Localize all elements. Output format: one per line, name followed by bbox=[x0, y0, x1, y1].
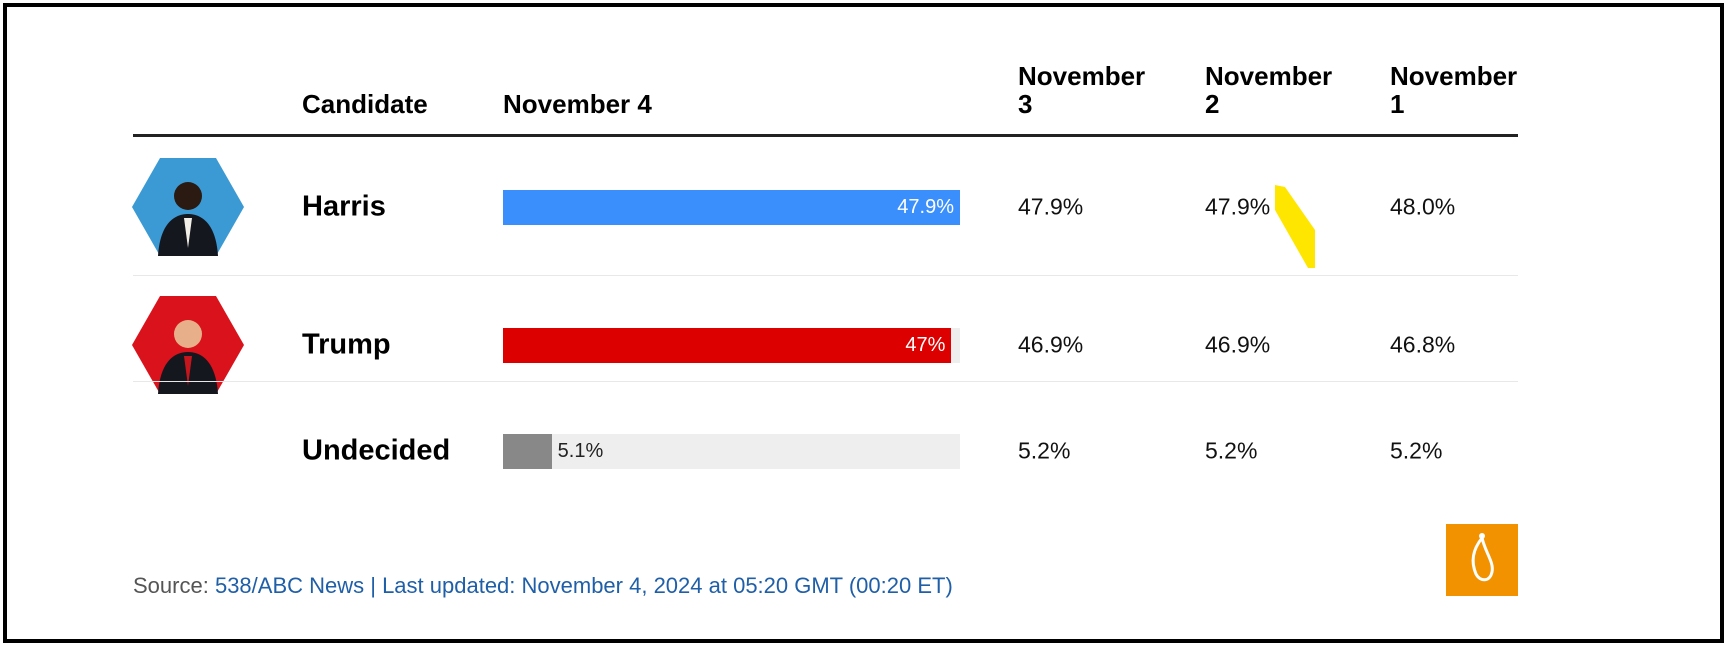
bar-label: 47.9% bbox=[897, 196, 954, 218]
candidate-name: Undecided bbox=[302, 434, 451, 467]
column-header: November 1 bbox=[1390, 61, 1518, 119]
logo bbox=[1446, 524, 1518, 596]
candidate-name: Trump bbox=[302, 328, 391, 361]
row-separator bbox=[133, 275, 1518, 276]
header-rule bbox=[133, 134, 1518, 137]
row-separator bbox=[133, 381, 1518, 382]
bar bbox=[503, 190, 960, 225]
bar-track: 47% bbox=[503, 328, 960, 363]
history-value: 47.9% bbox=[1205, 193, 1271, 220]
bar-label: 47% bbox=[905, 334, 946, 356]
source-label: Source: bbox=[133, 573, 209, 598]
history-value: 5.2% bbox=[1205, 437, 1258, 464]
candidate-photo bbox=[132, 296, 244, 394]
source-line: Source: 538/ABC News | Last updated: Nov… bbox=[133, 573, 953, 599]
source-link[interactable]: 538/ABC News | Last updated: November 4,… bbox=[214, 573, 953, 598]
history-value: 47.9% bbox=[1018, 193, 1084, 220]
history-value: 46.9% bbox=[1205, 331, 1271, 358]
bar-track: 5.1% bbox=[503, 434, 960, 469]
candidate-photo bbox=[132, 158, 244, 256]
column-header: November 4 bbox=[503, 89, 652, 119]
history-value: 48.0% bbox=[1390, 193, 1456, 220]
highlight-mark bbox=[1275, 185, 1315, 268]
column-header: November 3 bbox=[1018, 61, 1146, 119]
column-header: November 2 bbox=[1205, 61, 1333, 119]
logo-mark bbox=[1471, 533, 1494, 582]
bar bbox=[503, 328, 952, 363]
history-value: 5.2% bbox=[1390, 437, 1443, 464]
bar bbox=[503, 434, 552, 469]
column-header: Candidate bbox=[302, 89, 428, 119]
candidate-name: Harris bbox=[302, 190, 386, 223]
history-value: 5.2% bbox=[1018, 437, 1071, 464]
frame bbox=[3, 3, 1724, 643]
history-value: 46.9% bbox=[1018, 331, 1084, 358]
bar-track: 47.9% bbox=[503, 190, 960, 225]
history-value: 46.8% bbox=[1390, 331, 1456, 358]
bar-label: 5.1% bbox=[557, 440, 604, 462]
